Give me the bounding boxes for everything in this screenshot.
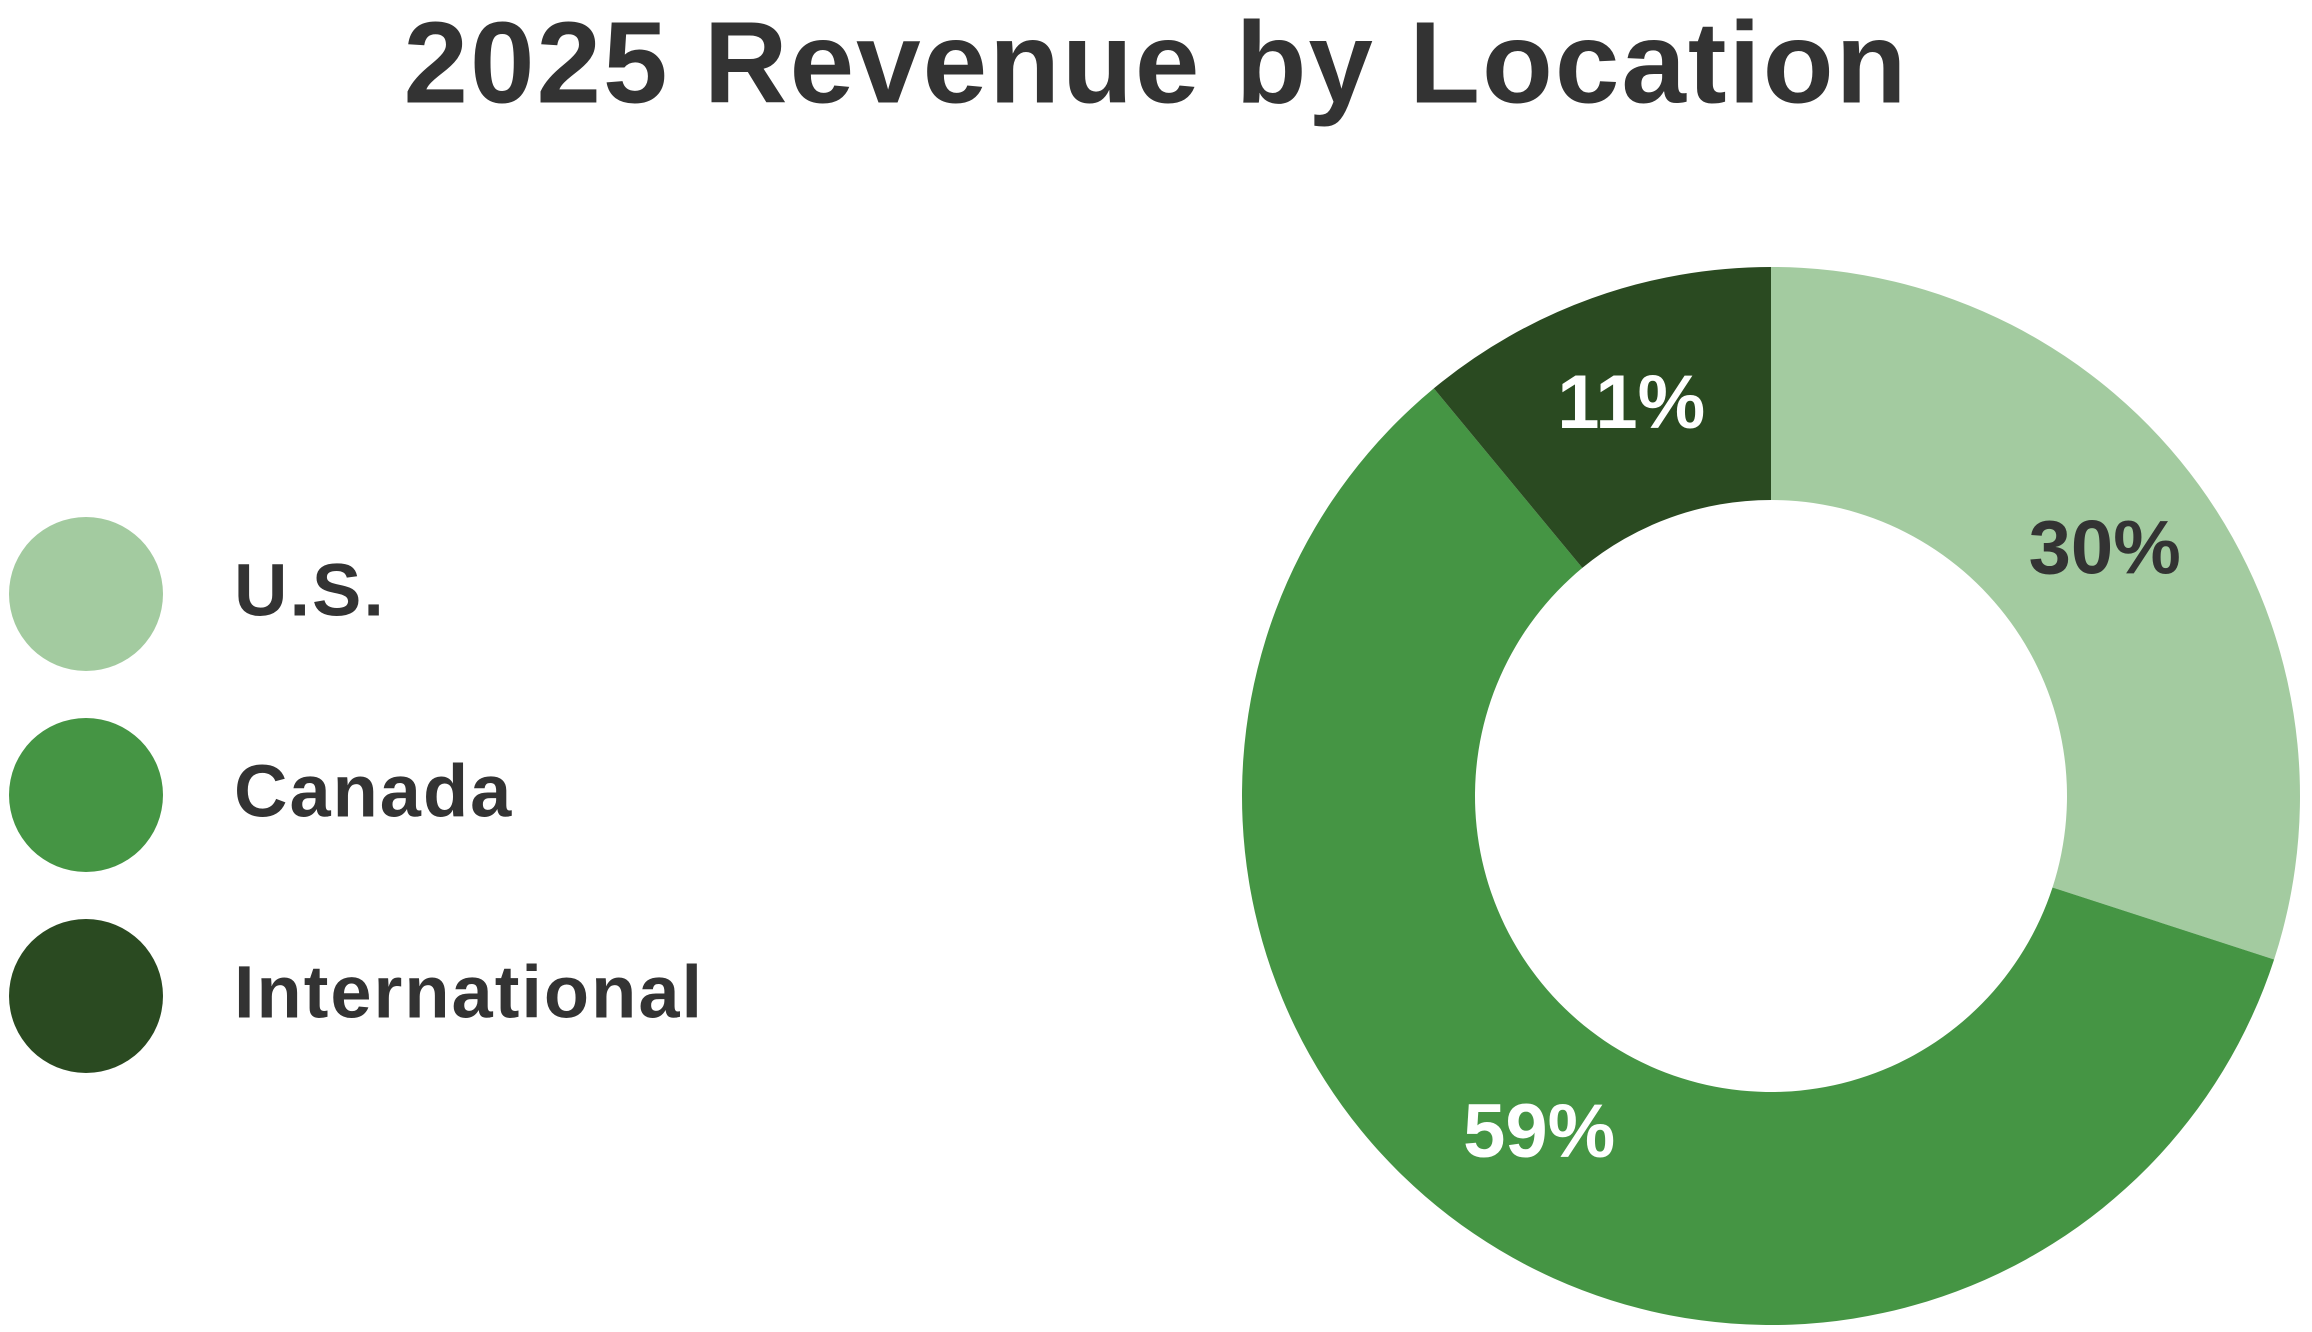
donut-slice xyxy=(1433,267,1771,568)
value-label: 30% xyxy=(2029,506,2181,591)
donut-slice xyxy=(1771,267,2300,960)
donut-slice xyxy=(1241,388,2275,1326)
legend-label: International xyxy=(234,951,704,1034)
value-label: 59% xyxy=(1463,1089,1615,1174)
value-label: 11% xyxy=(1557,360,1705,445)
legend-marker xyxy=(9,919,163,1073)
legend-label: U.S. xyxy=(234,549,386,632)
legend-marker xyxy=(9,718,163,872)
chart-title: 2025 Revenue by Location xyxy=(404,0,1909,128)
legend-marker xyxy=(9,517,163,671)
legend-label: Canada xyxy=(234,750,513,833)
